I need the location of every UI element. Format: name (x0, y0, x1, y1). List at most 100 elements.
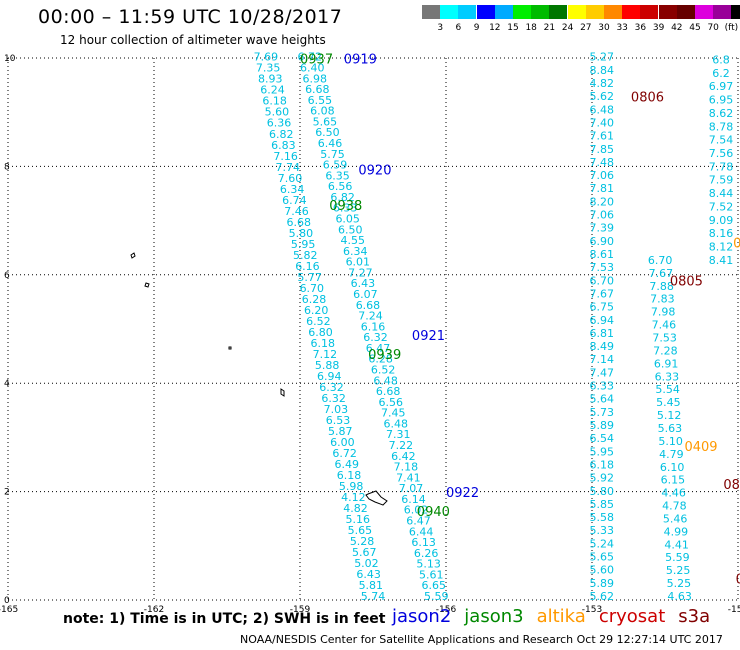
swh-value: 6.74 (282, 194, 307, 207)
swh-value: 4.82 (343, 502, 368, 515)
y-tick-label: 2 (4, 488, 10, 498)
swh-value: 7.22 (389, 439, 414, 452)
swh-value: 6.2 (712, 67, 730, 80)
swh-value: 7.88 (649, 280, 674, 293)
legend-altika: altika (536, 606, 586, 627)
colorbar-swatch (549, 5, 568, 19)
swh-value: 7.45 (381, 407, 406, 420)
swh-value: 7.60 (278, 172, 303, 185)
swh-value: 8.49 (589, 340, 614, 353)
colorbar-swatch (422, 5, 440, 19)
swh-value: 6.40 (300, 61, 325, 74)
swh-value: 6.02 (404, 504, 429, 517)
chart-subtitle: 12 hour collection of altimeter wave hei… (60, 33, 326, 47)
colorbar-swatch (458, 5, 477, 19)
swh-value: 5.16 (345, 513, 370, 526)
colorbar-label: 15 (507, 23, 519, 33)
swh-value: 6.48 (373, 374, 398, 387)
swh-value: 6.14 (401, 493, 426, 506)
colorbar-label: 70 (707, 23, 719, 33)
swh-value: 6.16 (361, 320, 386, 333)
swh-value: 6.10 (660, 461, 685, 474)
pass-time-label: 0806 (631, 90, 664, 105)
swh-value: 6.91 (654, 357, 679, 370)
swh-value: 5.60 (265, 106, 290, 119)
swh-value: 6.16 (295, 260, 320, 273)
swh-value: 5.54 (655, 383, 680, 396)
swh-value: 6.68 (376, 385, 401, 398)
swh-value: 5.77 (297, 271, 322, 284)
pass-time-label: 0922 (446, 486, 479, 501)
swh-value: 5.62 (589, 90, 614, 103)
swh-value: 6.56 (378, 396, 403, 409)
swh-value: 5.75 (320, 148, 345, 161)
swh-value: 7.53 (589, 261, 614, 274)
swh-value: 4.82 (589, 77, 614, 90)
pass-time-label: 04 (733, 237, 740, 252)
colorbar-swatch (567, 5, 586, 19)
swh-value: 6.72 (297, 51, 322, 64)
x-tick-label: -156 (436, 605, 457, 615)
swh-value: 7.59 (709, 174, 734, 187)
swh-value: 7.03 (324, 403, 349, 416)
swh-value: 6.13 (411, 536, 436, 549)
swh-value: 6.98 (303, 72, 328, 85)
swh-value: 6.18 (310, 337, 335, 350)
colorbar-swatch (585, 5, 604, 19)
colorbar-label: 6 (455, 23, 462, 33)
swh-value: 6.33 (333, 202, 358, 215)
swh-value: 4.78 (662, 500, 687, 513)
colorbar-swatch (604, 5, 622, 19)
swh-value: 6.28 (368, 353, 393, 366)
swh-value: 6.01 (346, 256, 371, 269)
swh-value: 5.89 (589, 577, 614, 590)
swh-value: 7.14 (589, 353, 614, 366)
swh-value: 7.56 (709, 147, 734, 160)
swh-value: 6.26 (414, 547, 439, 560)
swh-value: 7.39 (589, 222, 614, 235)
swh-value: 5.65 (313, 115, 338, 128)
wave-height-values: 7.697.358.936.246.185.606.366.826.837.16… (254, 51, 734, 603)
swh-value: 5.59 (665, 551, 690, 564)
swh-value: 6.65 (421, 579, 446, 592)
x-tick-label: -162 (144, 605, 164, 615)
swh-value: 7.67 (649, 267, 674, 280)
swh-value: 6.33 (655, 370, 680, 383)
pass-time-label: 0921 (412, 329, 445, 344)
swh-value: 6.81 (589, 327, 614, 340)
colorbar-label: 9 (473, 23, 480, 33)
swh-value: 5.95 (589, 445, 614, 458)
pass-time-label: 0804 (723, 478, 740, 493)
swh-value: 8.62 (709, 107, 734, 120)
swh-value: 5.64 (589, 393, 614, 406)
swh-value: 6.75 (589, 301, 614, 314)
swh-value: 6.05 (335, 212, 360, 225)
swh-value: 6.36 (267, 117, 292, 130)
swh-value: 8.44 (709, 187, 734, 200)
swh-value: 5.12 (657, 409, 682, 422)
satellite-legend: jason2 jason3 altika cryosat s3a (392, 606, 723, 627)
swh-value: 6.35 (325, 169, 350, 182)
pass-time-label: 0920 (358, 164, 391, 179)
swh-value: 7.47 (589, 366, 614, 379)
swh-value: 7.24 (358, 310, 383, 323)
colorbar-label: 39 (652, 23, 665, 33)
swh-value: 5.80 (589, 485, 614, 498)
colorbar-label: 30 (598, 23, 610, 33)
swh-value: 6.00 (330, 436, 355, 449)
swh-value: 5.24 (589, 537, 614, 550)
swh-value: 6.56 (328, 180, 353, 193)
swh-value: 6.70 (589, 274, 614, 287)
y-tick-label: 8 (4, 162, 10, 172)
swh-value: 6.68 (305, 83, 330, 96)
swh-value: 5.85 (589, 498, 614, 511)
x-tick-label: -153 (582, 605, 602, 615)
swh-value: 7.12 (313, 348, 338, 361)
swh-value: 5.87 (328, 425, 353, 438)
swh-value: 6.28 (302, 293, 327, 306)
x-tick-label: -165 (0, 605, 18, 615)
axis-tick-labels: -165 -162 -159 -156 -153 -150 0 2 4 6 8 10 (0, 54, 740, 615)
legend-jason2: jason2 (392, 606, 452, 627)
swh-value: 4.46 (661, 487, 686, 500)
